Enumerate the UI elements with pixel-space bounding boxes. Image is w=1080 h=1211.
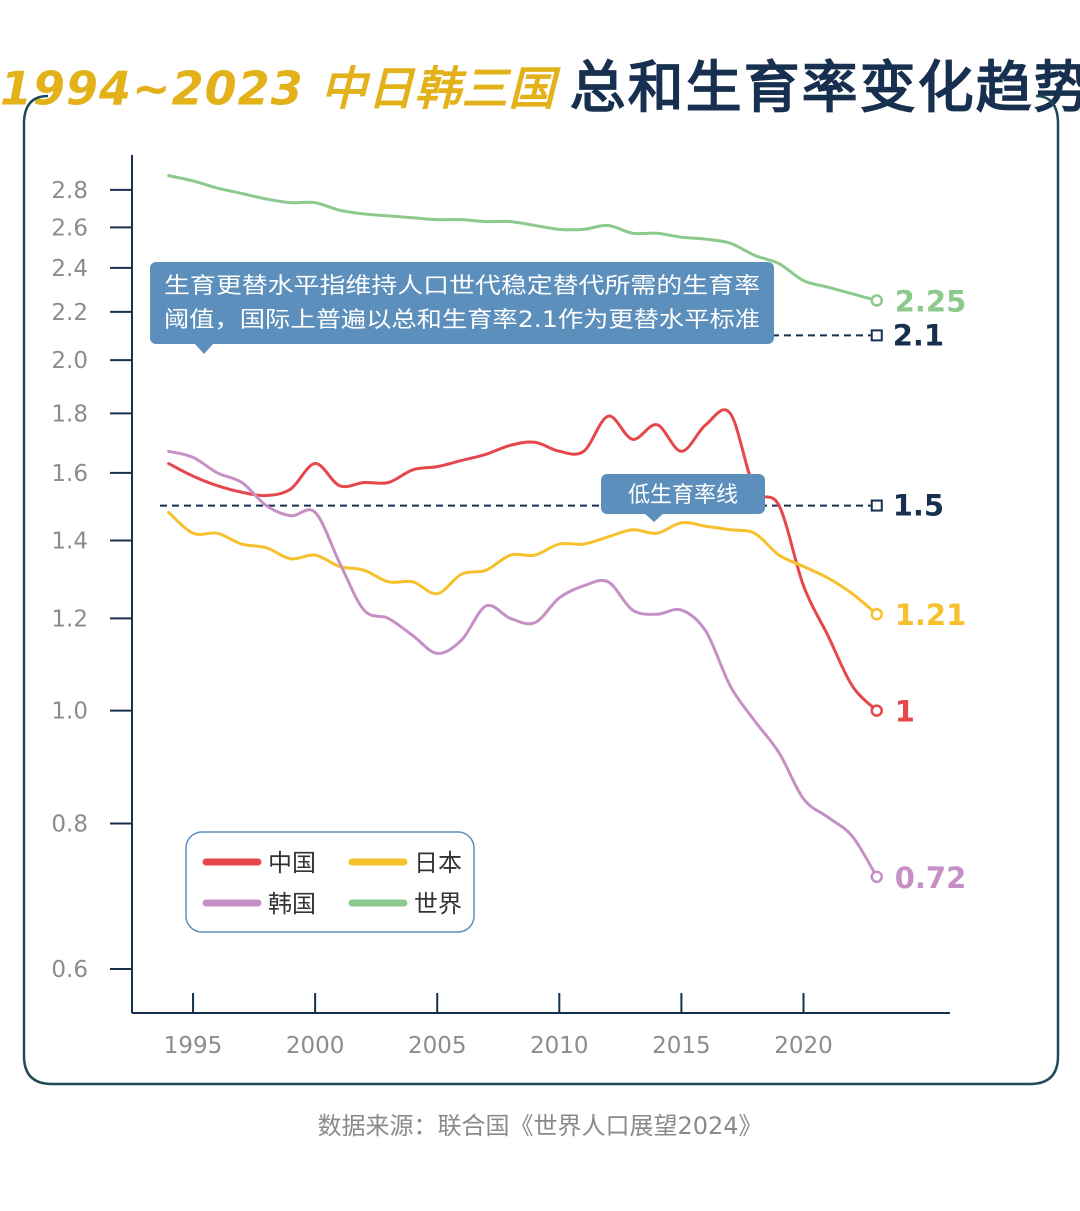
series-end-label: 1.21 bbox=[895, 598, 967, 632]
legend-label: 韩国 bbox=[268, 890, 316, 918]
reference-label-low: 1.5 bbox=[893, 489, 944, 523]
series-line-2 bbox=[167, 449, 879, 879]
y-tick-label: 0.8 bbox=[51, 811, 88, 837]
legend-label: 世界 bbox=[414, 890, 462, 918]
x-tick-label: 2015 bbox=[652, 1033, 711, 1059]
title-part1: 1994~2023 中日韩三国 bbox=[0, 61, 556, 116]
series-end-label: 1 bbox=[895, 695, 915, 729]
series-end-marker bbox=[870, 704, 883, 717]
data-source-note: 数据来源：联合国《世界人口展望2024》 bbox=[317, 1112, 763, 1140]
y-tick-label: 1.6 bbox=[51, 461, 88, 487]
title-part2: 总和生育率变化趋势 bbox=[569, 55, 1080, 121]
end-labels: 1 1.21 0.72 2.25 bbox=[895, 284, 967, 894]
chart-frame bbox=[22, 94, 1060, 1086]
y-tick-label: 1.8 bbox=[51, 401, 88, 427]
legend-label: 中国 bbox=[268, 849, 316, 877]
series-line-3 bbox=[167, 174, 879, 302]
series-line-0 bbox=[167, 408, 879, 713]
callout-text-line: 低生育率线 bbox=[628, 483, 738, 508]
callout-text-line: 生育更替水平指维持人口世代稳定替代所需的生育率 bbox=[164, 274, 760, 299]
series-end-label: 2.25 bbox=[895, 284, 967, 318]
y-tick-label: 2.6 bbox=[51, 215, 88, 241]
series-line-1 bbox=[167, 510, 879, 616]
callouts: 生育更替水平指维持人口世代稳定替代所需的生育率阈值，国际上普遍以总和生育率2.1… bbox=[150, 262, 774, 522]
y-tick-label: 2.4 bbox=[51, 256, 88, 282]
y-tick-label: 1.2 bbox=[51, 606, 88, 632]
reference-lines: 2.1 1.5 bbox=[160, 318, 944, 523]
x-tick-label: 2010 bbox=[530, 1033, 589, 1059]
y-tick-label: 2.2 bbox=[51, 300, 88, 326]
reference-marker bbox=[870, 329, 883, 342]
series-end-marker bbox=[870, 607, 883, 621]
y-tick-label: 0.6 bbox=[51, 957, 88, 983]
callout-text-line: 阈值，国际上普遍以总和生育率2.1作为更替水平标准 bbox=[164, 308, 760, 333]
legend-box bbox=[185, 831, 475, 933]
series-end-marker bbox=[870, 294, 883, 307]
callout-pointer bbox=[644, 513, 664, 522]
x-tick-label: 2020 bbox=[774, 1033, 833, 1059]
page-title: 1994~2023 中日韩三国 总和生育率变化趋势 bbox=[0, 48, 1080, 129]
legend-label: 日本 bbox=[414, 849, 462, 877]
reference-label-replacement: 2.1 bbox=[893, 318, 944, 352]
axes: 0.6 0.8 1.0 1.2 1.4 1.6 1.8 2.0 2.2 2.4 2.6 2.8 1995… bbox=[51, 155, 950, 1059]
y-tick-label: 2.8 bbox=[51, 178, 88, 204]
callout-box-replacement bbox=[150, 262, 774, 344]
y-tick-label: 1.0 bbox=[51, 699, 88, 725]
x-tick-label: 2005 bbox=[408, 1033, 467, 1059]
x-tick-label: 2000 bbox=[286, 1033, 345, 1059]
y-tick-label: 2.0 bbox=[51, 348, 88, 374]
y-tick-label: 1.4 bbox=[51, 528, 88, 554]
callout-pointer bbox=[194, 343, 214, 354]
reference-marker bbox=[870, 499, 883, 512]
series-end-label: 0.72 bbox=[895, 861, 967, 895]
x-tick-label: 1995 bbox=[164, 1033, 223, 1059]
tfr-line-chart: 0.6 0.8 1.0 1.2 1.4 1.6 1.8 2.0 2.2 2.4 2.6 2.8 1995… bbox=[22, 94, 1060, 1086]
callout-box-low bbox=[601, 474, 765, 514]
series-end-marker bbox=[870, 870, 883, 884]
